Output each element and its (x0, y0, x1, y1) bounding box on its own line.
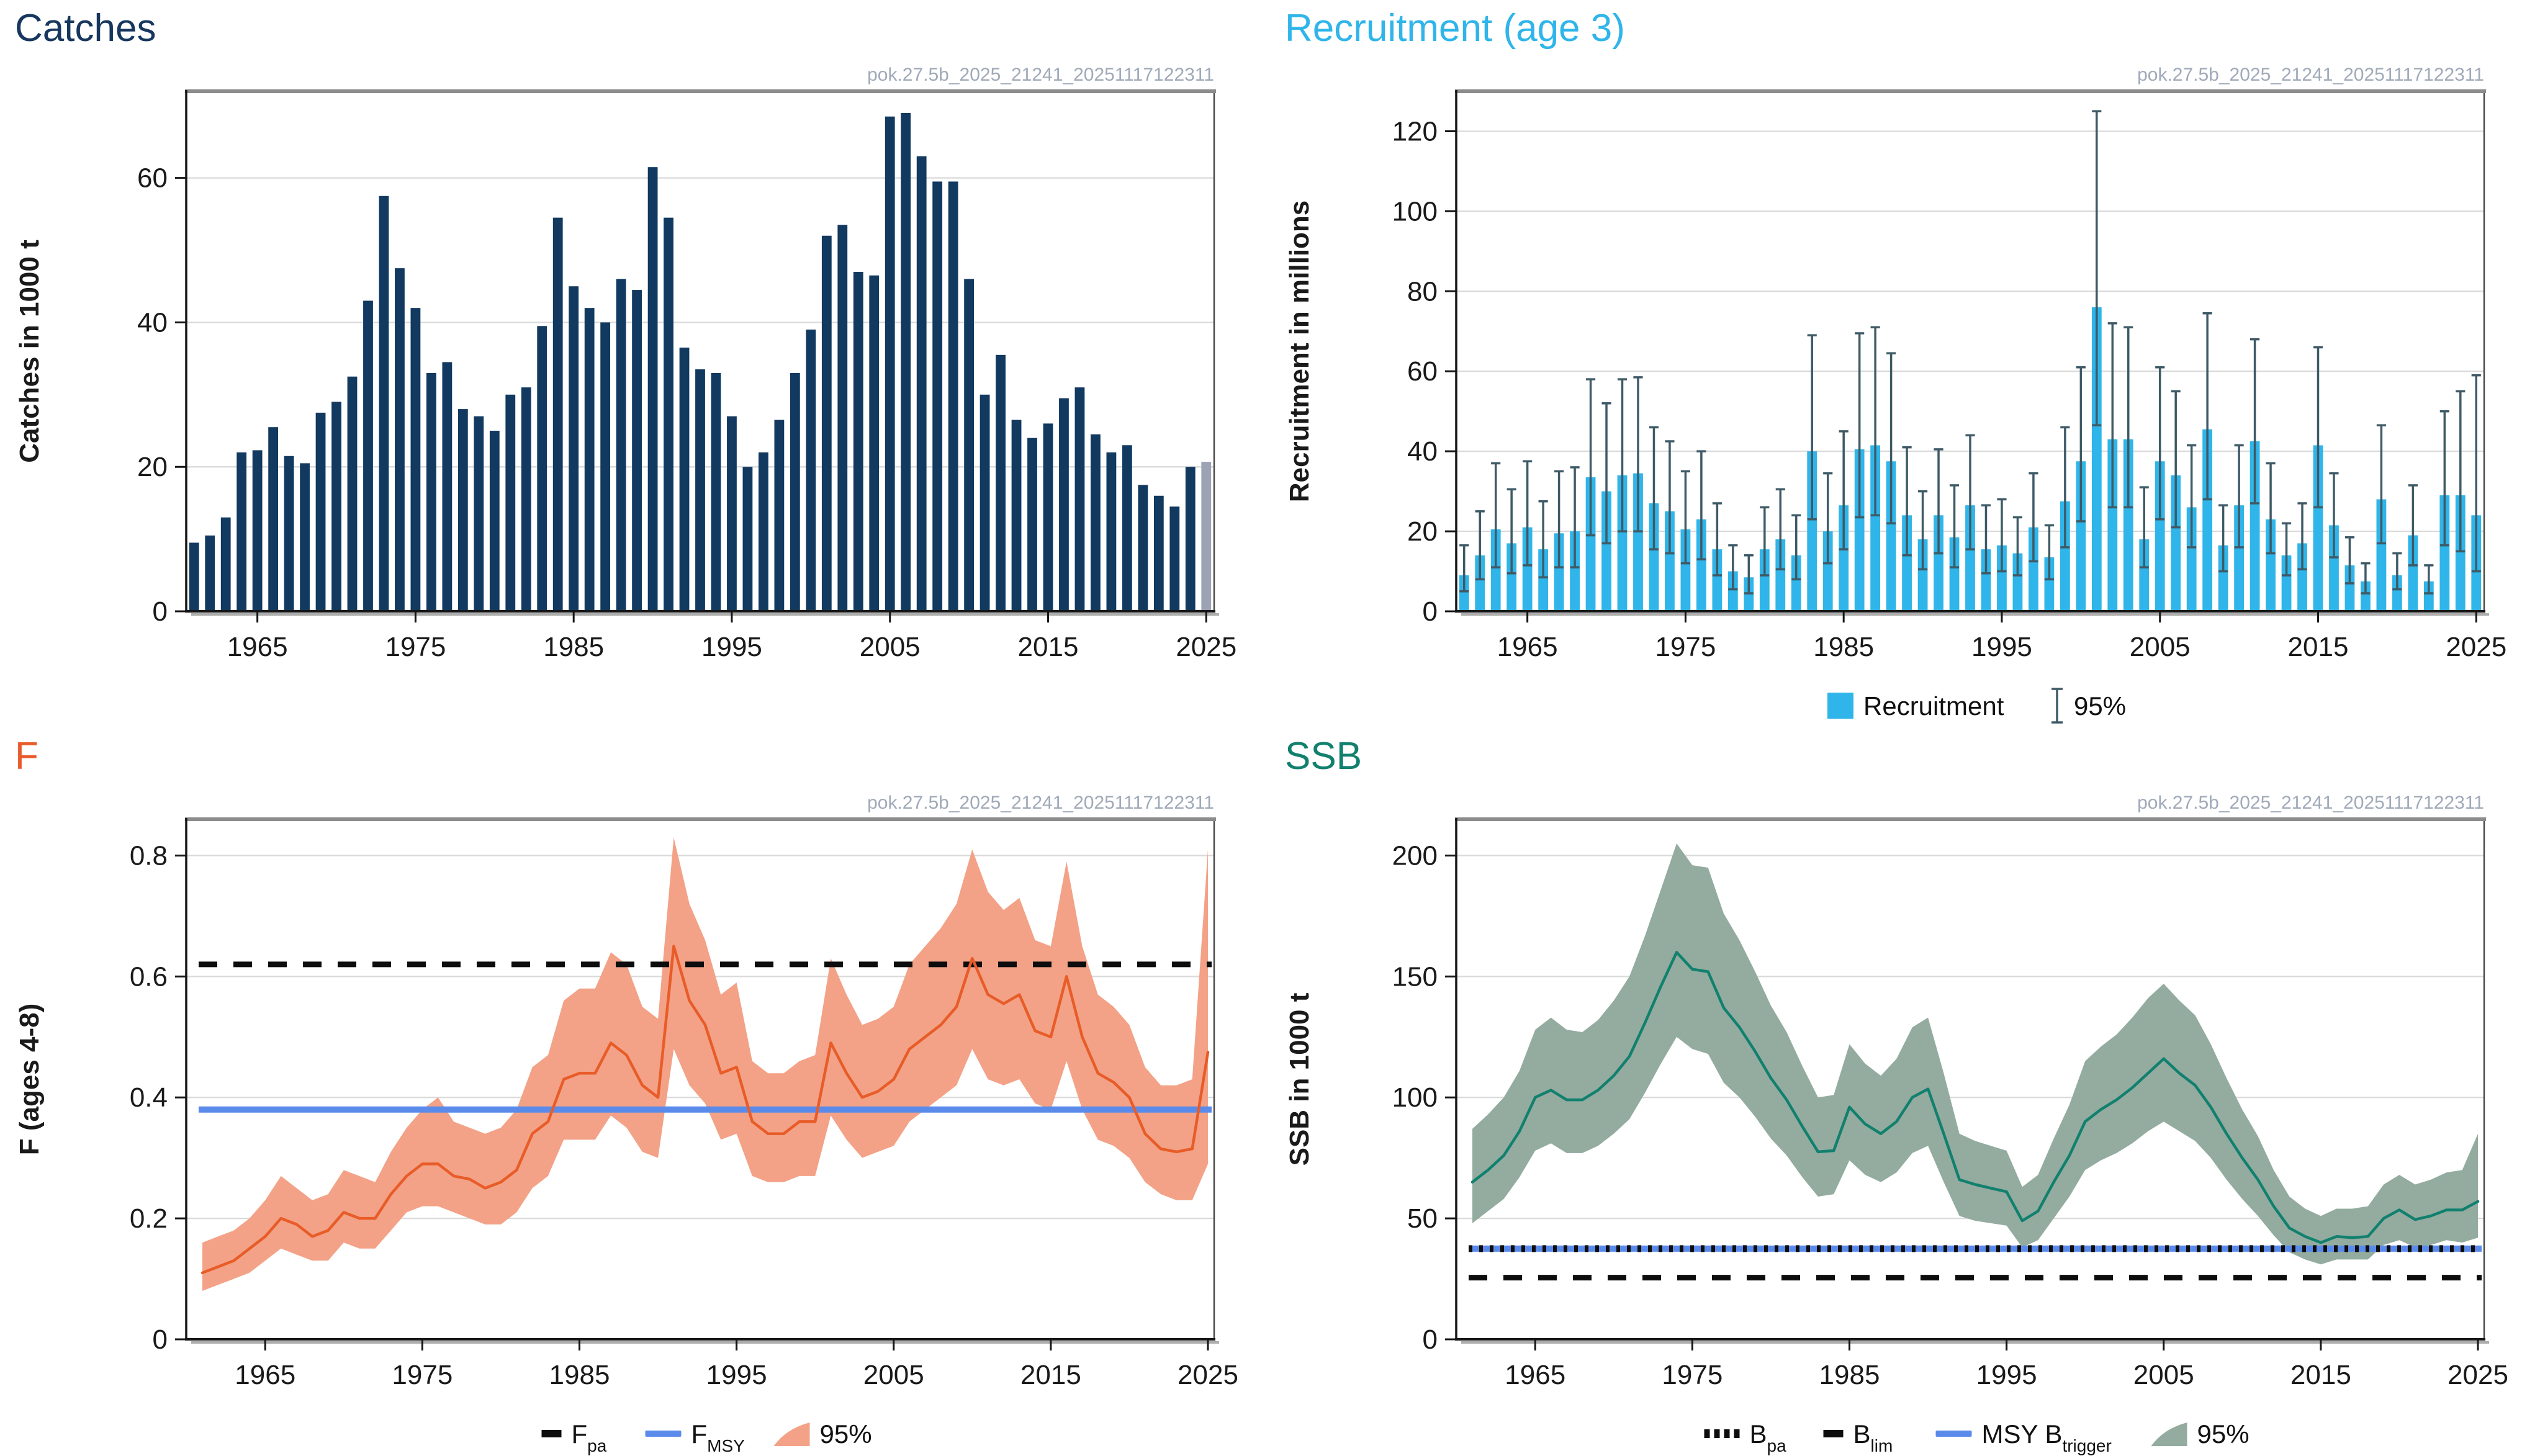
recruitment-chart: pok.27.5b_2025_21241_20251117122311 0 20 40… (1284, 65, 2506, 724)
svg-text:0.8: 0.8 (130, 840, 168, 871)
svg-text:Catches in 1000 t: Catches in 1000 t (14, 240, 45, 463)
svg-text:1975: 1975 (392, 1360, 453, 1390)
panel-catches: Catches pok.27.5b_2025_21241_20251117122… (0, 0, 1270, 728)
panel-title-catches: Catches (15, 7, 156, 50)
svg-text:20: 20 (137, 452, 168, 482)
svg-text:0.2: 0.2 (130, 1203, 168, 1234)
svg-text:FMSY: FMSY (691, 1419, 745, 1455)
svg-text:2025: 2025 (2448, 1360, 2508, 1390)
svg-text:2015: 2015 (2288, 632, 2349, 662)
svg-text:SSB in 1000 t: SSB in 1000 t (1284, 992, 1315, 1166)
svg-text:1985: 1985 (549, 1360, 610, 1390)
svg-text:2015: 2015 (1020, 1360, 1081, 1390)
panel-ssb: SSB pok.27.5b_2025_21241_20251117122311 0… (1270, 728, 2540, 1456)
svg-text:20: 20 (1407, 516, 1438, 547)
svg-text:1995: 1995 (1976, 1360, 2037, 1390)
svg-text:120: 120 (1392, 116, 1438, 146)
svg-text:1975: 1975 (1655, 632, 1716, 662)
svg-text:pok.27.5b_2025_21241_202511171: pok.27.5b_2025_21241_20251117122311 (2137, 793, 2484, 813)
svg-text:pok.27.5b_2025_21241_202511171: pok.27.5b_2025_21241_20251117122311 (2137, 65, 2484, 85)
ssb-chart: pok.27.5b_2025_21241_20251117122311 0 50 10… (1284, 793, 2508, 1455)
svg-text:95%: 95% (2074, 691, 2126, 721)
svg-text:100: 100 (1392, 196, 1438, 227)
svg-text:0: 0 (153, 1324, 168, 1355)
svg-text:2015: 2015 (1018, 632, 1079, 662)
svg-text:1995: 1995 (1971, 632, 2032, 662)
svg-text:Bpa: Bpa (1750, 1419, 1787, 1455)
catches-chart: pok.27.5b_2025_21241_20251117122311 0 20 40… (14, 65, 1236, 662)
svg-text:1965: 1965 (227, 632, 288, 662)
panel-title-recruitment: Recruitment (age 3) (1285, 7, 1625, 50)
svg-text:Blim: Blim (1853, 1419, 1893, 1455)
svg-text:2005: 2005 (860, 632, 921, 662)
panel-title-ssb: SSB (1285, 735, 1362, 778)
svg-text:1995: 1995 (706, 1360, 767, 1390)
svg-text:1995: 1995 (701, 632, 762, 662)
svg-text:1985: 1985 (543, 632, 604, 662)
svg-text:1965: 1965 (235, 1360, 295, 1390)
svg-text:2015: 2015 (2290, 1360, 2351, 1390)
svg-text:2025: 2025 (1178, 1360, 1238, 1390)
svg-text:1965: 1965 (1497, 632, 1558, 662)
svg-text:pok.27.5b_2025_21241_202511171: pok.27.5b_2025_21241_20251117122311 (867, 793, 1214, 813)
panel-recruitment: Recruitment (age 3) pok.27.5b_2025_21241… (1270, 0, 2540, 728)
svg-text:60: 60 (1407, 356, 1438, 387)
svg-text:2005: 2005 (2133, 1360, 2194, 1390)
svg-text:2025: 2025 (1176, 632, 1236, 662)
svg-text:Fpa: Fpa (572, 1419, 607, 1455)
svg-text:0: 0 (1423, 1324, 1438, 1355)
svg-text:50: 50 (1407, 1203, 1438, 1234)
svg-text:Recruitment in millions: Recruitment in millions (1284, 200, 1315, 503)
panel-title-f: F (15, 735, 38, 778)
svg-text:2005: 2005 (863, 1360, 924, 1390)
svg-text:60: 60 (137, 163, 168, 194)
svg-text:2005: 2005 (2130, 632, 2191, 662)
svg-text:0.6: 0.6 (130, 961, 168, 992)
svg-text:95%: 95% (820, 1419, 872, 1449)
panel-f: F pok.27.5b_2025_21241_20251117122311 0 0.… (0, 728, 1270, 1456)
svg-text:95%: 95% (2197, 1419, 2250, 1449)
svg-text:Recruitment: Recruitment (1863, 691, 2004, 721)
svg-text:pok.27.5b_2025_21241_202511171: pok.27.5b_2025_21241_20251117122311 (867, 65, 1214, 85)
svg-text:80: 80 (1407, 276, 1438, 307)
svg-text:1975: 1975 (385, 632, 446, 662)
svg-text:1965: 1965 (1505, 1360, 1565, 1390)
f-chart: pok.27.5b_2025_21241_20251117122311 0 0.2 0… (14, 793, 1238, 1455)
svg-text:40: 40 (137, 307, 168, 338)
svg-text:1985: 1985 (1813, 632, 1874, 662)
svg-text:2025: 2025 (2446, 632, 2506, 662)
svg-text:200: 200 (1392, 840, 1438, 871)
svg-text:MSY Btrigger: MSY Btrigger (1982, 1419, 2112, 1455)
svg-text:0.4: 0.4 (130, 1082, 168, 1113)
svg-text:150: 150 (1392, 961, 1438, 992)
svg-text:100: 100 (1392, 1082, 1438, 1113)
svg-text:0: 0 (1423, 596, 1438, 627)
svg-text:40: 40 (1407, 436, 1438, 467)
svg-text:1975: 1975 (1662, 1360, 1723, 1390)
svg-text:0: 0 (153, 596, 168, 627)
svg-text:F (ages 4-8): F (ages 4-8) (14, 1004, 45, 1156)
svg-text:1985: 1985 (1819, 1360, 1880, 1390)
